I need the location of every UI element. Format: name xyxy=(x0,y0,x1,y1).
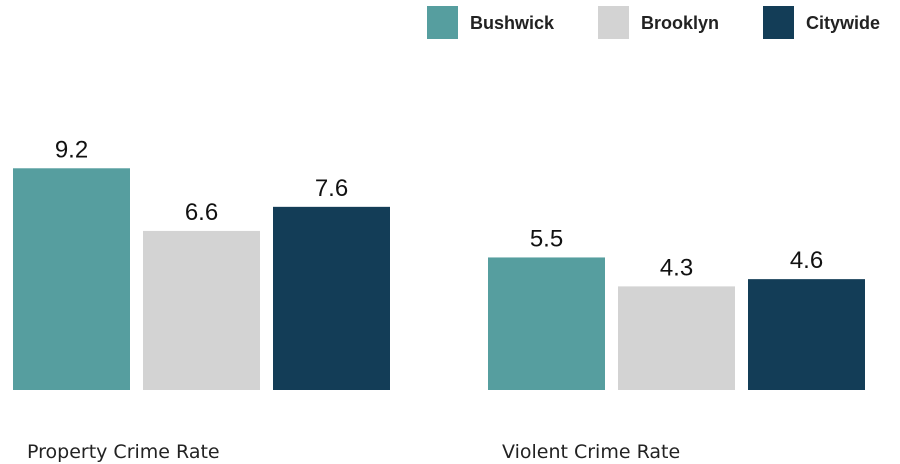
bars xyxy=(13,168,865,390)
category-label-property-crime-rate: Property Crime Rate xyxy=(27,441,220,463)
legend-label-brooklyn: Brooklyn xyxy=(641,13,719,33)
bar-violent-crime-rate-brooklyn xyxy=(618,286,735,390)
legend: Bushwick Brooklyn Citywide xyxy=(427,6,880,39)
value-label-violent-crime-rate-citywide: 4.6 xyxy=(790,247,823,274)
bar-property-crime-rate-brooklyn xyxy=(143,230,260,390)
legend-item-bushwick: Bushwick xyxy=(427,6,555,39)
legend-swatch-citywide xyxy=(763,6,794,39)
value-label-violent-crime-rate-brooklyn: 4.3 xyxy=(660,254,693,281)
value-label-property-crime-rate-brooklyn: 6.6 xyxy=(185,199,218,226)
category-label-violent-crime-rate: Violent Crime Rate xyxy=(502,441,680,463)
bar-violent-crime-rate-citywide xyxy=(748,279,865,390)
legend-swatch-bushwick xyxy=(427,6,458,39)
value-label-violent-crime-rate-bushwick: 5.5 xyxy=(530,225,563,252)
legend-item-citywide: Citywide xyxy=(763,6,880,39)
legend-label-bushwick: Bushwick xyxy=(470,13,555,33)
bar-violent-crime-rate-bushwick xyxy=(488,257,605,390)
legend-item-brooklyn: Brooklyn xyxy=(598,6,719,39)
value-label-property-crime-rate-bushwick: 9.2 xyxy=(55,136,88,163)
value-label-property-crime-rate-citywide: 7.6 xyxy=(315,175,348,202)
bar-property-crime-rate-bushwick xyxy=(13,168,130,390)
legend-swatch-brooklyn xyxy=(598,6,629,39)
bar-property-crime-rate-citywide xyxy=(273,206,390,390)
value-labels: 9.2 6.6 7.6 5.5 4.3 4.6 xyxy=(55,136,823,281)
category-labels: Property Crime Rate Violent Crime Rate xyxy=(27,441,680,463)
legend-label-citywide: Citywide xyxy=(806,13,880,33)
